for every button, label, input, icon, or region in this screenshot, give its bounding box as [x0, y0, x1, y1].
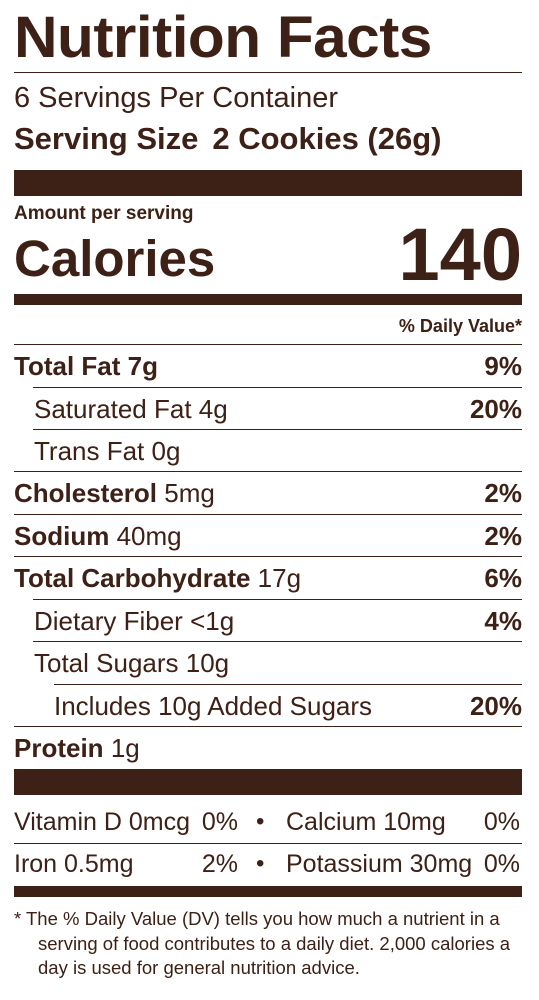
footnote-text: The % Daily Value (DV) tells you how muc… — [26, 908, 511, 978]
daily-value-header: % Daily Value* — [398, 316, 522, 336]
vitamin-percent: 0% — [201, 808, 238, 836]
divider — [14, 556, 522, 557]
nutrient-amount: 0g — [151, 436, 181, 466]
serving-size-value: 2 Cookies (26g) — [212, 121, 442, 156]
nutrient-name: Total Carbohydrate — [14, 563, 251, 593]
nutrient-percent: 20% — [469, 691, 522, 721]
nutrient-row-cholesterol: Cholesterol 5mg 2% — [14, 473, 522, 513]
nutrient-name: Cholesterol — [14, 478, 158, 508]
divider — [14, 726, 522, 727]
nutrient-row-total-fat: Total Fat 7g 9% — [14, 346, 522, 386]
divider — [14, 72, 522, 73]
calories-label: Calories — [14, 230, 216, 287]
nutrient-row-sodium: Sodium 40mg 2% — [14, 516, 522, 556]
amount-per-serving: Amount per serving — [14, 203, 194, 224]
nutrient-name: Total Sugars — [34, 648, 179, 678]
nutrient-percent: 2% — [484, 521, 522, 551]
serving-size-label: Serving Size — [14, 121, 199, 156]
nutrient-amount: <1g — [190, 606, 235, 636]
divider — [33, 641, 522, 642]
daily-value-footnote: * The % Daily Value (DV) tells you how m… — [14, 907, 524, 981]
nutrient-row-added-sugars: Includes 10g Added Sugars 20% — [14, 686, 522, 726]
nutrient-percent: 4% — [484, 606, 522, 636]
vitamin-name: Iron 0.5mg — [14, 850, 134, 878]
medium-divider — [14, 294, 522, 305]
divider — [33, 599, 522, 600]
thick-divider — [14, 769, 522, 795]
nutrient-row-total-sugars: Total Sugars 10g — [14, 643, 522, 683]
nutrient-amount: 40mg — [116, 521, 182, 551]
vitamin-name: Potassium 30mg — [286, 850, 473, 878]
nutrient-row-total-carbohydrate: Total Carbohydrate 17g 6% — [14, 558, 522, 598]
nutrient-amount: 17g — [257, 563, 302, 593]
divider — [14, 471, 522, 472]
vitamin-percent: 2% — [201, 850, 238, 878]
divider — [54, 684, 522, 685]
vitamin-name: Calcium 10mg — [286, 808, 446, 836]
nutrient-percent: 6% — [484, 563, 522, 593]
thick-divider — [14, 170, 522, 196]
servings-per-container: 6 Servings Per Container — [14, 82, 338, 114]
vitamin-percent: 0% — [483, 850, 520, 878]
vitamin-percent: 0% — [483, 808, 520, 836]
serving-size: Serving Size 2 Cookies (26g) — [14, 120, 522, 158]
nutrient-row-dietary-fiber: Dietary Fiber <1g 4% — [14, 601, 522, 641]
nutrient-amount: 4g — [198, 394, 228, 424]
nutrient-percent: 9% — [484, 351, 522, 381]
nutrient-name: Protein — [14, 733, 104, 763]
nutrient-row-protein: Protein 1g — [14, 728, 522, 768]
nutrient-name: Includes 10g Added Sugars — [54, 691, 373, 721]
nutrient-name: Sodium — [14, 521, 110, 551]
nutrient-name: Trans Fat — [34, 436, 145, 466]
nutrient-amount: 5mg — [164, 478, 215, 508]
bullet-separator: • — [256, 808, 265, 835]
calories-value: 140 — [398, 213, 522, 296]
nutrient-name: Saturated Fat — [34, 394, 192, 424]
divider — [14, 514, 522, 515]
nutrient-name: Dietary Fiber — [34, 606, 183, 636]
vitamin-name: Vitamin D 0mcg — [14, 808, 190, 836]
divider — [33, 429, 522, 430]
divider — [33, 387, 522, 388]
label-title: Nutrition Facts — [14, 5, 432, 70]
nutrient-name: Total Fat — [14, 351, 121, 381]
nutrient-percent: 20% — [469, 394, 522, 424]
nutrient-amount: 10g — [185, 648, 230, 678]
medium-divider — [14, 886, 522, 897]
divider — [14, 843, 522, 844]
nutrient-row-saturated-fat: Saturated Fat 4g 20% — [14, 389, 522, 429]
divider — [14, 344, 522, 345]
nutrient-amount: 7g — [127, 351, 158, 381]
nutrient-row-trans-fat: Trans Fat 0g — [14, 431, 522, 471]
footnote-asterisk: * — [14, 908, 22, 929]
nutrient-amount: 1g — [110, 733, 140, 763]
nutrient-percent: 2% — [484, 478, 522, 508]
bullet-separator: • — [256, 850, 265, 877]
